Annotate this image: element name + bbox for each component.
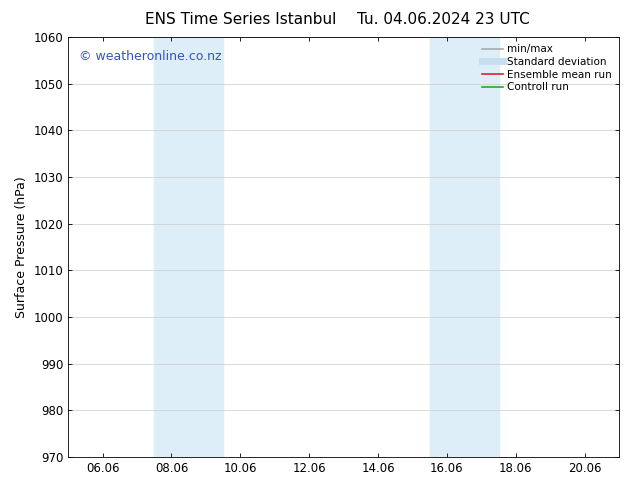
Text: © weatheronline.co.nz: © weatheronline.co.nz [79,50,222,63]
Text: Tu. 04.06.2024 23 UTC: Tu. 04.06.2024 23 UTC [358,12,530,27]
Text: ENS Time Series Istanbul: ENS Time Series Istanbul [145,12,337,27]
Y-axis label: Surface Pressure (hPa): Surface Pressure (hPa) [15,176,28,318]
Legend: min/max, Standard deviation, Ensemble mean run, Controll run: min/max, Standard deviation, Ensemble me… [480,42,614,95]
Bar [430,37,498,457]
Bar [154,37,223,457]
